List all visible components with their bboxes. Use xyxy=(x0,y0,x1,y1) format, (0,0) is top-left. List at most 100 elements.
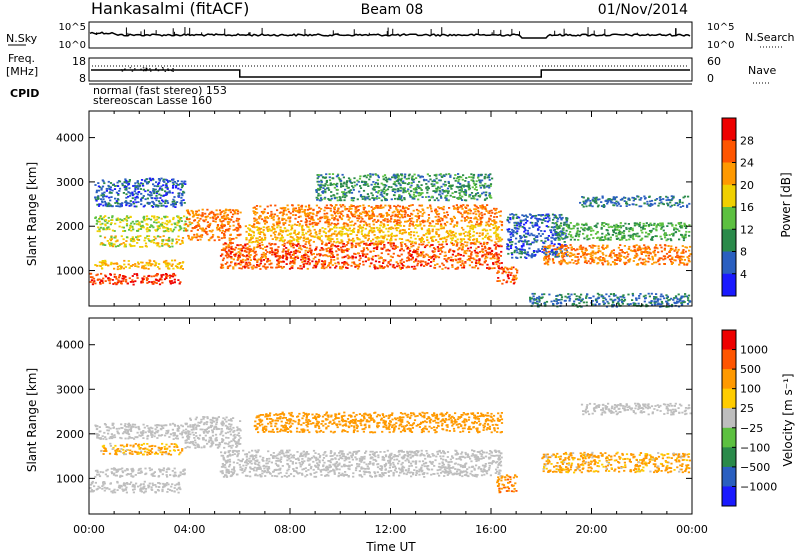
scatter-cell xyxy=(111,189,114,192)
scatter-cell xyxy=(271,249,274,252)
scatter-cell xyxy=(409,222,412,225)
scatter-cell xyxy=(364,221,367,224)
scatter-cell xyxy=(465,249,469,252)
scatter-cell xyxy=(101,260,104,263)
scatter-cell xyxy=(340,246,343,249)
scatter-cell xyxy=(524,229,527,231)
scatter-cell xyxy=(352,237,355,240)
scatter-cell xyxy=(318,232,321,235)
scatter-cell xyxy=(315,191,318,193)
scatter-cell xyxy=(276,236,279,239)
scatter-cell xyxy=(443,258,446,260)
scatter-cell xyxy=(454,235,457,238)
scatter-cell xyxy=(352,186,355,189)
scatter-cell xyxy=(225,218,228,221)
scatter-cell xyxy=(156,244,159,247)
scatter-cell xyxy=(429,178,432,181)
scatter-cell xyxy=(531,253,534,255)
scatter-cell xyxy=(275,238,278,241)
scatter-cell xyxy=(99,235,102,238)
scatter-cell xyxy=(349,180,352,183)
scatter-cell xyxy=(467,183,470,185)
scatter-cell xyxy=(159,223,162,226)
scatter-cell xyxy=(187,235,190,238)
scatter-cell xyxy=(226,261,229,264)
scatter-cell xyxy=(472,230,475,233)
scatter-cell xyxy=(230,257,233,260)
scatter-cell xyxy=(258,242,261,245)
scatter-cell xyxy=(118,264,121,267)
scatter-cell xyxy=(266,245,269,248)
scatter-cell xyxy=(331,238,334,240)
scatter-cell xyxy=(430,207,433,210)
scatter-cell xyxy=(544,220,547,222)
scatter-cell xyxy=(470,173,473,176)
scatter-cell xyxy=(440,207,443,209)
scatter-cell xyxy=(166,200,169,202)
scatter-cell xyxy=(439,253,442,255)
scatter-cell xyxy=(375,191,378,193)
scatter-cell xyxy=(147,275,150,278)
scatter-cell xyxy=(371,197,374,199)
scatter-cell xyxy=(180,220,183,222)
scatter-cell xyxy=(383,190,386,193)
scatter-cell xyxy=(129,238,132,241)
scatter-cell xyxy=(253,217,256,220)
scatter-cell xyxy=(460,226,464,229)
scatter-cell xyxy=(464,219,467,221)
scatter-cell xyxy=(108,241,111,244)
scatter-cell xyxy=(476,252,480,255)
scatter-cell xyxy=(340,199,343,202)
scatter-cell xyxy=(455,191,458,193)
scatter-cell xyxy=(398,266,402,269)
scatter-cell xyxy=(325,248,328,250)
scatter-cell xyxy=(211,229,214,232)
scatter-cell xyxy=(229,225,232,228)
scatter-cell xyxy=(500,238,504,241)
scatter-cell xyxy=(133,240,136,242)
scatter-cell xyxy=(117,245,120,247)
scatter-cell xyxy=(356,198,359,201)
scatter-cell xyxy=(317,218,320,221)
scatter-cell xyxy=(556,218,560,220)
scatter-cell xyxy=(380,191,383,194)
scatter-cell xyxy=(445,259,448,262)
scatter-cell xyxy=(162,273,165,276)
scatter-cell xyxy=(491,212,494,214)
scatter-cell xyxy=(136,265,139,268)
scatter-cell xyxy=(437,206,440,208)
scatter-cell xyxy=(446,211,449,214)
scatter-cell xyxy=(456,243,459,246)
scatter-cell xyxy=(396,197,399,200)
scatter-cell xyxy=(298,223,301,225)
scatter-cell xyxy=(118,180,122,183)
scatter-cell xyxy=(358,255,361,257)
scatter-cell xyxy=(331,177,334,179)
scatter-cell xyxy=(164,194,167,196)
scatter-cell xyxy=(321,263,324,266)
scatter-cell xyxy=(234,255,237,258)
scatter-cell xyxy=(308,234,311,236)
scatter-cell xyxy=(228,218,231,221)
scatter-cell xyxy=(409,250,412,252)
scatter-cell xyxy=(155,199,158,202)
scatter-cell xyxy=(430,210,433,213)
scatter-cell xyxy=(312,257,315,260)
scatter-cell xyxy=(289,260,292,263)
scatter-cell xyxy=(389,263,392,266)
scatter-cell xyxy=(154,278,158,281)
scatter-cell xyxy=(535,217,538,220)
scatter-cell xyxy=(226,256,229,259)
scatter-cell xyxy=(139,225,142,228)
scatter-cell xyxy=(467,209,470,212)
scatter-cell xyxy=(200,228,203,230)
scatter-cell xyxy=(102,261,105,264)
scatter-cell xyxy=(348,227,351,230)
scatter-cell xyxy=(179,281,182,283)
scatter-cell xyxy=(130,239,133,242)
scatter-cell xyxy=(487,253,490,256)
scatter-cell xyxy=(350,182,353,184)
scatter-cell xyxy=(315,246,318,249)
scatter-cell xyxy=(444,195,447,197)
scatter-cell xyxy=(219,220,222,222)
